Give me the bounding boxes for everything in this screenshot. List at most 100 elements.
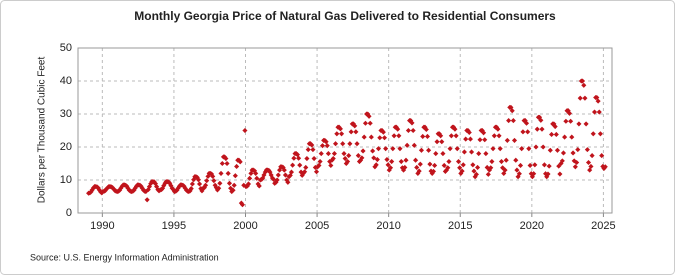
- point: [417, 161, 423, 167]
- point: [495, 126, 501, 132]
- point: [438, 133, 444, 139]
- source: Source: U.S. Energy Information Administ…: [30, 252, 219, 262]
- point: [432, 162, 438, 169]
- y-tick-label: 40: [60, 75, 72, 87]
- point: [427, 161, 433, 167]
- point: [330, 156, 336, 162]
- point: [340, 141, 346, 147]
- point: [485, 171, 491, 177]
- point: [433, 151, 439, 157]
- point: [467, 136, 473, 142]
- point: [502, 167, 508, 173]
- point: [525, 129, 531, 135]
- point: [217, 180, 223, 186]
- point: [219, 160, 225, 167]
- point: [231, 182, 237, 188]
- point: [285, 179, 291, 185]
- point: [242, 127, 248, 134]
- y-axis-label: Dollars per Thousand Cubic Feet: [37, 57, 48, 204]
- point: [572, 164, 578, 170]
- point: [440, 151, 446, 157]
- point: [210, 173, 216, 179]
- point: [526, 146, 532, 152]
- point: [223, 156, 229, 162]
- point: [452, 126, 458, 132]
- point: [239, 202, 246, 208]
- point: [197, 181, 203, 187]
- point: [413, 157, 419, 163]
- point: [204, 178, 210, 184]
- point: [195, 177, 201, 183]
- point: [511, 137, 518, 143]
- point: [560, 150, 567, 156]
- point: [424, 133, 431, 139]
- point: [226, 180, 233, 186]
- point: [405, 127, 411, 134]
- point: [224, 160, 230, 167]
- point: [590, 131, 596, 137]
- point: [585, 159, 592, 166]
- point: [216, 185, 222, 191]
- point: [455, 158, 462, 165]
- point: [395, 126, 401, 132]
- y-tick-label: 10: [60, 174, 72, 186]
- x-tick-label: 2005: [305, 220, 329, 232]
- x-tick-label: 2000: [233, 220, 257, 232]
- x-tick-label: 2015: [448, 220, 472, 232]
- point: [282, 172, 288, 178]
- point: [519, 146, 525, 152]
- plot-border: [77, 47, 613, 214]
- point: [384, 156, 390, 163]
- point: [404, 142, 410, 148]
- point: [331, 151, 337, 157]
- point: [225, 170, 231, 176]
- point: [513, 157, 519, 163]
- x-tick-label: 1995: [162, 220, 186, 232]
- point: [354, 141, 360, 147]
- point: [470, 162, 476, 168]
- point: [411, 142, 417, 148]
- point: [509, 108, 515, 114]
- point: [475, 164, 481, 171]
- point: [203, 182, 209, 188]
- point: [232, 173, 238, 179]
- point: [463, 136, 469, 142]
- point: [574, 159, 580, 166]
- point: [254, 175, 260, 181]
- y-tick-label: 50: [60, 42, 72, 54]
- x-tick-label: 1990: [90, 220, 114, 232]
- chart-title: Monthly Georgia Price of Natural Gas Del…: [134, 9, 556, 23]
- point: [355, 153, 361, 159]
- point: [481, 130, 487, 136]
- point: [302, 169, 308, 175]
- point: [460, 162, 466, 168]
- point: [245, 181, 252, 187]
- point: [230, 187, 236, 193]
- point: [333, 141, 339, 147]
- point: [310, 147, 316, 153]
- y-tick-label: 0: [66, 207, 72, 219]
- point: [274, 177, 280, 183]
- point: [189, 181, 195, 187]
- point: [402, 164, 408, 171]
- y-tick-label: 30: [60, 108, 72, 120]
- point: [211, 178, 217, 184]
- point: [304, 156, 310, 162]
- point: [317, 158, 323, 165]
- point: [461, 149, 467, 155]
- point: [483, 151, 489, 157]
- point: [482, 137, 488, 143]
- x-tick-label: 2010: [376, 220, 400, 232]
- point: [554, 147, 561, 153]
- point: [188, 186, 194, 192]
- point: [281, 167, 287, 173]
- point: [247, 175, 253, 181]
- point: [477, 137, 483, 143]
- point: [347, 141, 353, 147]
- point: [144, 197, 150, 203]
- point: [540, 144, 546, 150]
- point: [430, 168, 437, 174]
- point: [410, 127, 416, 134]
- point: [256, 183, 262, 189]
